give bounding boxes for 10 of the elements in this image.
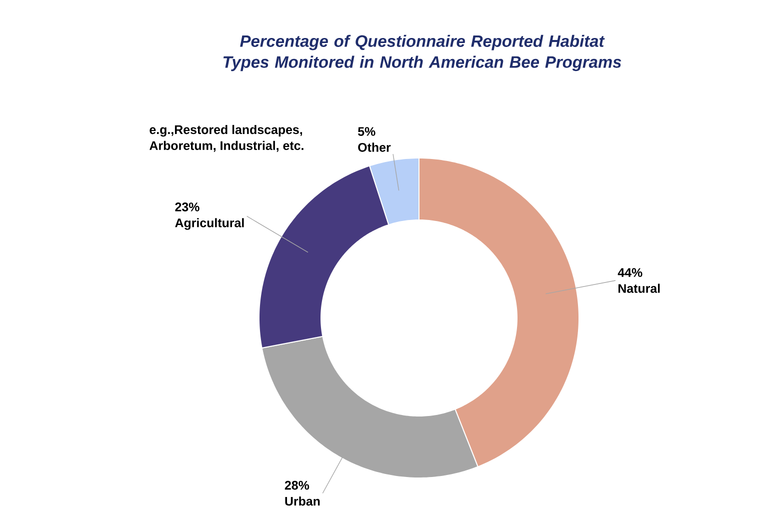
data-label: 44% — [618, 268, 642, 277]
slice-label: Other — [358, 142, 391, 152]
slice-label: Agricultural — [175, 218, 244, 230]
slice-label: Natural — [618, 284, 660, 293]
text: e.g.,Restored landscapes, Arboretum, Industrial, etc. — [150, 124, 304, 152]
data-label: 28% — [284, 480, 310, 490]
data-label: 5% — [358, 127, 376, 136]
data-label: 23% — [175, 202, 200, 212]
slice-label: Urban — [285, 496, 320, 506]
chart-title: Percentage of Questionnaire Reported Habitat Types Monitored in North American Bee Programs — [223, 34, 622, 72]
